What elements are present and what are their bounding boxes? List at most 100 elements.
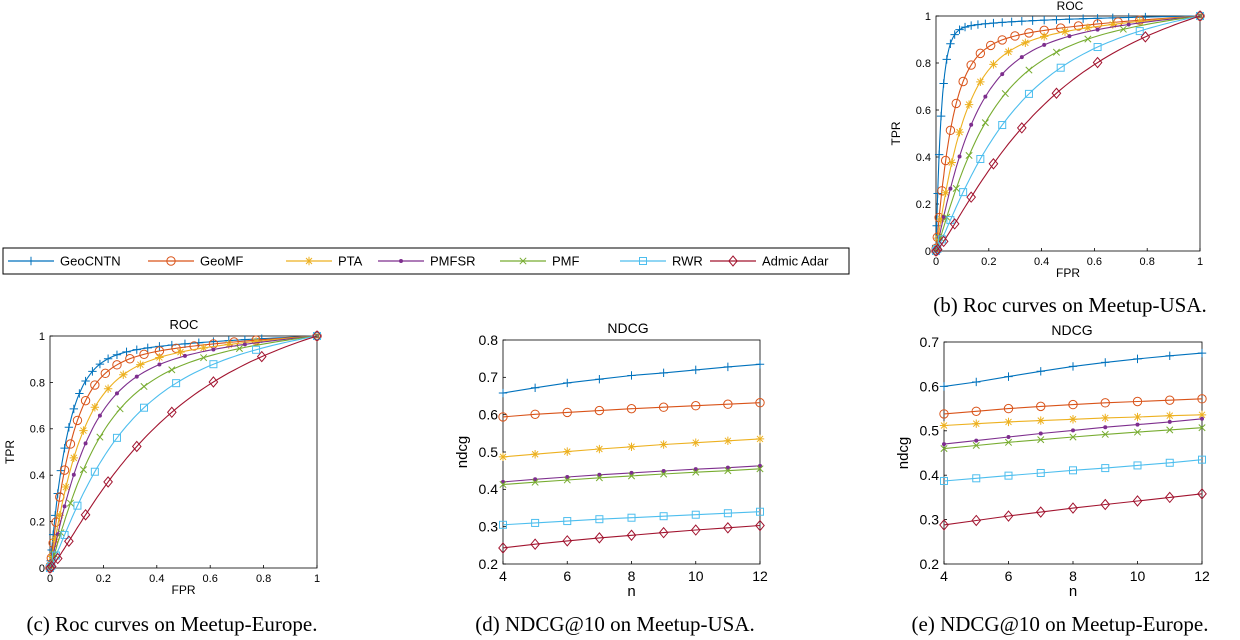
series-line-pmfsr <box>935 15 1201 252</box>
data-point-admic-adar <box>949 218 960 230</box>
data-point-pmfsr <box>758 463 762 468</box>
data-point-geocntn <box>64 423 74 432</box>
series-pmfsr-d <box>501 463 762 484</box>
x-tick-label-c: 0 <box>47 573 53 585</box>
data-point-pmf <box>981 119 989 127</box>
data-point-pmfsr <box>1042 42 1047 47</box>
y-tick-label-d: 0.3 <box>479 519 499 535</box>
data-point-rwr <box>1056 63 1065 72</box>
data-point-admic-adar <box>723 522 733 534</box>
data-point-geocntn <box>972 377 981 387</box>
data-point-geocntn <box>942 55 951 64</box>
series-line-geomf <box>935 15 1201 252</box>
data-point-pmfsr <box>134 374 139 379</box>
data-point-pta <box>1060 27 1070 36</box>
data-point-admic-adar <box>256 350 267 363</box>
data-point-rwr <box>1036 468 1045 477</box>
data-point-pmfsr <box>533 477 538 482</box>
series-line-pta <box>935 15 1201 252</box>
data-point-admic-adar <box>1195 10 1205 22</box>
data-point-geomf <box>90 380 100 390</box>
x-tick-label-b: 0 <box>933 256 939 268</box>
data-point-rwr <box>563 517 572 526</box>
data-point-rwr <box>1024 89 1033 98</box>
data-point-pta <box>155 353 164 362</box>
data-point-pmfsr <box>725 465 730 470</box>
data-point-pta <box>755 434 765 444</box>
ndcg-chart-meetup-usa: 4 6 8 10 12 0.2 0.3 0.4 0.5 0.6 0.7 0.8 NDCG n ndcg <box>454 320 768 600</box>
data-point-rwr <box>595 515 604 524</box>
data-point-geomf <box>951 98 961 109</box>
data-point-admic-adar <box>988 158 999 170</box>
legend-marker-admic-adar <box>728 255 738 267</box>
data-point-pmfsr <box>157 362 162 367</box>
data-point-pmf <box>1052 48 1061 56</box>
x-axis-label-c: FPR <box>172 583 196 597</box>
data-point-pmfsr <box>501 479 505 484</box>
data-point-admic-adar <box>1100 498 1111 511</box>
data-point-pmfsr <box>974 438 979 443</box>
data-point-geocntn <box>955 25 964 34</box>
data-point-pmf <box>140 382 148 391</box>
series-pmfsr-c <box>48 334 319 570</box>
series-pta-d <box>498 434 765 462</box>
legend-box <box>2 247 850 275</box>
legend-item-rwr: RWR <box>620 254 703 269</box>
data-point-geocntn <box>103 354 113 363</box>
caption-c: (c) Roc curves on Meetup-Europe. <box>27 612 318 636</box>
data-point-pmf <box>168 366 176 374</box>
ndcg-chart-meetup-europe: 4 6 8 10 12 0.2 0.3 0.4 0.5 0.6 0.7 NDCG n ndcg <box>895 322 1210 600</box>
chart-title-c: ROC <box>170 317 199 332</box>
legend-item-geomf: GeoMF <box>148 254 243 269</box>
caption-e: (e) NDCG@10 on Meetup-Europe. <box>912 612 1209 636</box>
series-pta-e <box>939 410 1207 430</box>
data-point-pta <box>69 453 79 463</box>
data-point-pmf <box>595 474 603 482</box>
legend-item-pmf: PMF <box>500 254 580 269</box>
legend-marker-geocntn <box>26 256 36 266</box>
series-pmfsr-e <box>942 416 1204 447</box>
data-point-geomf <box>594 405 605 416</box>
data-point-geocntn <box>1007 17 1016 27</box>
data-point-rwr <box>1004 471 1013 480</box>
data-point-pmf <box>692 468 700 476</box>
x-tick-label-b: 1 <box>1197 256 1203 268</box>
data-point-geomf <box>1010 31 1020 41</box>
data-point-pta <box>989 60 998 69</box>
x-tick-label-b: 0.4 <box>1034 256 1049 268</box>
series-line-admic-adar <box>943 493 1203 526</box>
data-point-pta <box>79 426 88 435</box>
data-point-pta <box>627 442 636 451</box>
data-point-geocntn <box>659 368 668 378</box>
caption-b: (b) Roc curves on Meetup-USA. <box>933 293 1207 317</box>
data-point-pmfsr <box>969 122 974 127</box>
data-point-geocntn <box>936 111 946 121</box>
data-point-rwr <box>140 403 149 412</box>
data-point-pmf <box>1119 25 1127 33</box>
data-point-pta <box>1021 38 1030 47</box>
legend-label-pta: PTA <box>338 254 363 269</box>
data-point-admic-adar <box>530 538 540 550</box>
data-point-admic-adar <box>131 440 142 453</box>
y-tick-label-d: 0.2 <box>479 556 499 572</box>
data-point-geomf <box>65 439 76 449</box>
data-point-pmf <box>96 433 104 441</box>
x-tick-label-d: 8 <box>628 568 636 584</box>
series-geomf-d <box>498 398 765 422</box>
data-point-pmfsr <box>1071 428 1075 433</box>
series-line-rwr <box>502 511 761 526</box>
legend-item-pta: PTA <box>286 254 363 269</box>
data-point-pmf <box>660 470 668 478</box>
data-point-geomf <box>723 399 733 409</box>
data-point-pta <box>119 370 128 379</box>
series-rwr-e <box>940 455 1206 485</box>
data-point-geocntn <box>95 359 105 369</box>
data-point-pmf <box>1133 428 1142 436</box>
plot-area-e <box>943 341 1203 565</box>
data-point-rwr <box>976 155 985 164</box>
data-point-pta <box>936 214 946 224</box>
data-point-geocntn <box>1165 351 1174 360</box>
data-point-rwr <box>209 360 218 369</box>
data-point-geocntn <box>1065 14 1074 24</box>
data-point-pmf <box>940 445 948 453</box>
